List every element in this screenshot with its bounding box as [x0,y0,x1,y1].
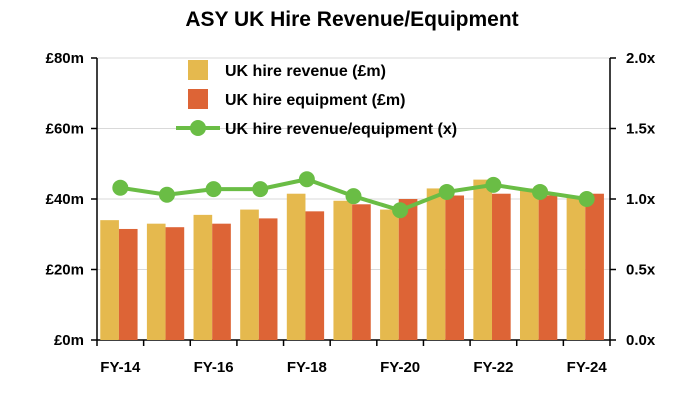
revenue-bar [380,209,399,340]
legend-ratio-marker [190,120,206,136]
x-tick-label: FY-22 [473,359,513,376]
x-tick-label: FY-16 [194,359,234,376]
equipment-bar [352,204,371,340]
equipment-bar [492,193,511,340]
legend-label: UK hire revenue (£m) [225,63,386,80]
legend-label: UK hire revenue/equipment (x) [225,121,457,138]
tick-labels: £0m £20m £40m £60m £80m 0.0x 0.5x 1.0x 1.5x 2.0x F… [46,50,656,376]
x-tick-label: FY-24 [567,359,608,376]
equipment-bar [585,193,604,340]
bars [100,179,604,340]
equipment-bar [305,211,325,340]
ratio-line [112,171,595,219]
left-tick-label: £80m [46,50,84,67]
ratio-point [392,202,409,219]
revenue-bar [240,209,259,340]
left-tick-label: £0m [54,332,84,349]
equipment-bar [118,228,138,340]
equipment-bar [445,195,465,340]
chart-title: ASY UK Hire Revenue/Equipment [185,8,518,31]
right-tick-label: 0.5x [626,262,656,279]
revenue-bar [519,188,539,340]
ratio-point [252,181,269,198]
equipment-bar [258,218,278,340]
revenue-bar [286,193,306,340]
revenue-bar [566,197,586,340]
revenue-bar [146,223,166,340]
revenue-bar [473,179,493,340]
right-tick-label: 1.5x [626,121,656,138]
right-tick-label: 2.0x [626,50,656,67]
left-tick-label: £20m [46,262,84,279]
x-tick-label: FY-18 [287,359,327,376]
equipment-bar [165,227,185,340]
revenue-bar [100,220,119,340]
ratio-point [578,191,595,207]
equipment-bar [538,195,558,340]
x-tick-label: FY-20 [380,359,420,376]
legend-revenue-swatch [188,60,208,80]
revenue-bar [333,200,353,340]
ratio-point [345,188,362,205]
legend: UK hire revenue (£m) UK hire equipment (£… [176,60,457,138]
right-tick-label: 1.0x [626,191,656,208]
left-tick-label: £60m [46,121,84,138]
ratio-point [485,176,502,193]
ratio-point [438,183,455,200]
revenue-bar [193,214,213,340]
x-tick-label: FY-14 [100,359,141,376]
ratio-point [205,181,222,198]
ratio-point [112,179,129,196]
ratio-point [532,183,549,200]
legend-equipment-swatch [188,89,208,109]
right-tick-label: 0.0x [626,332,656,349]
left-tick-label: £40m [46,191,84,208]
equipment-bar [398,199,418,340]
legend-label: UK hire equipment (£m) [225,92,405,109]
ratio-point [298,171,315,188]
revenue-bar [426,188,446,340]
equipment-bar [212,223,231,340]
ratio-point [158,186,175,203]
